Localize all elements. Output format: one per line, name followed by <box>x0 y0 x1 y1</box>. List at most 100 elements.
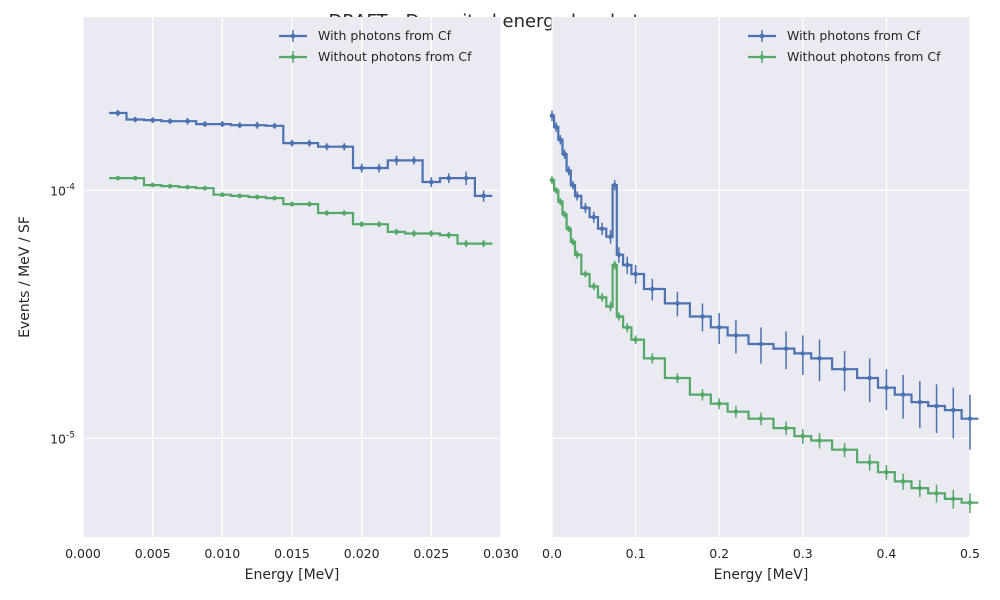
data-point <box>463 241 469 246</box>
data-point <box>950 496 956 502</box>
data-point <box>553 188 559 193</box>
data-point <box>481 193 486 199</box>
data-point <box>675 375 680 381</box>
data-point <box>254 194 260 200</box>
data-point <box>324 210 330 216</box>
left-legend: With photons from Cf Without photons from… <box>279 28 472 64</box>
data-point <box>591 284 597 289</box>
data-point <box>463 175 469 181</box>
data-point <box>633 337 638 342</box>
data-point <box>783 346 789 351</box>
x-tick-label: 0.3 <box>793 546 813 561</box>
right-x-ticks: 0.0 0.1 0.2 0.3 0.4 0.5 <box>542 546 980 561</box>
data-point <box>549 177 555 183</box>
data-point <box>675 301 680 306</box>
data-point <box>624 325 630 330</box>
data-point <box>394 229 399 235</box>
right-axes-background <box>552 17 970 537</box>
data-point <box>359 165 364 171</box>
data-point <box>599 295 605 300</box>
data-point <box>558 199 563 204</box>
data-point <box>716 325 722 330</box>
data-point <box>150 182 155 188</box>
data-point <box>289 201 295 207</box>
data-point <box>150 117 155 123</box>
data-point <box>376 221 382 227</box>
data-point <box>324 144 330 149</box>
data-point <box>800 351 806 356</box>
x-tick-label: 0.010 <box>204 546 240 561</box>
data-point <box>549 113 555 118</box>
data-point <box>185 118 190 124</box>
legend-marker <box>759 54 765 60</box>
series-step-line <box>109 177 493 245</box>
data-point <box>429 179 434 185</box>
right-x-axis-label: Energy [MeV] <box>714 567 809 583</box>
data-point <box>700 314 705 319</box>
x-tick-label: 0.020 <box>344 546 380 561</box>
x-tick-label: 0.030 <box>483 546 519 561</box>
data-point <box>307 140 312 146</box>
x-tick-label: 0.0 <box>542 546 562 561</box>
data-point <box>341 210 347 216</box>
data-point <box>900 392 906 397</box>
data-point <box>307 201 312 207</box>
data-point <box>934 491 939 496</box>
x-tick-label: 0.015 <box>274 546 310 561</box>
data-point <box>608 234 613 240</box>
data-point <box>950 407 956 413</box>
data-point <box>185 184 190 190</box>
data-point <box>608 304 613 309</box>
data-point <box>624 262 630 268</box>
left-y-ticks: 10-5 10-4 <box>50 182 75 446</box>
x-tick-label: 0.1 <box>626 546 646 561</box>
x-tick-label: 0.2 <box>709 546 729 561</box>
data-point <box>132 117 138 122</box>
legend-label: With photons from Cf <box>787 28 921 43</box>
y-tick-label: 10-4 <box>50 182 75 198</box>
y-tick-label: 10-5 <box>50 430 75 446</box>
data-point <box>842 447 847 452</box>
data-point <box>272 123 277 129</box>
data-point <box>562 212 567 217</box>
data-point <box>132 175 138 181</box>
data-point <box>917 485 923 491</box>
x-tick-label: 0.4 <box>876 546 896 561</box>
data-point <box>574 193 580 199</box>
data-point <box>376 165 382 171</box>
legend-label: Without photons from Cf <box>787 49 941 64</box>
data-point <box>254 122 260 128</box>
data-point <box>716 401 722 406</box>
data-point <box>758 416 764 421</box>
data-point <box>884 469 889 475</box>
data-point <box>591 214 597 220</box>
left-x-axis-label: Energy [MeV] <box>245 567 340 583</box>
data-point <box>700 392 705 397</box>
data-point <box>967 500 973 506</box>
left-series <box>109 109 493 248</box>
data-point <box>599 226 605 232</box>
data-point <box>167 183 173 189</box>
data-point <box>867 460 872 465</box>
data-point <box>733 333 739 338</box>
data-point <box>553 124 559 130</box>
data-point <box>446 232 452 238</box>
data-point <box>650 286 655 292</box>
data-point <box>220 121 225 127</box>
data-point <box>967 416 973 421</box>
x-tick-label: 0.5 <box>960 546 980 561</box>
legend-label: Without photons from Cf <box>318 49 472 64</box>
data-point <box>934 403 939 409</box>
data-point <box>616 252 622 258</box>
data-point <box>115 110 121 116</box>
data-point <box>220 192 225 198</box>
data-point <box>900 479 906 484</box>
data-point <box>202 121 208 127</box>
data-point <box>574 252 580 258</box>
data-point <box>583 205 588 211</box>
legend-marker <box>759 33 765 39</box>
y-axis-label: Events / MeV / SF <box>17 216 33 338</box>
data-point <box>867 375 872 381</box>
data-point <box>842 366 847 372</box>
